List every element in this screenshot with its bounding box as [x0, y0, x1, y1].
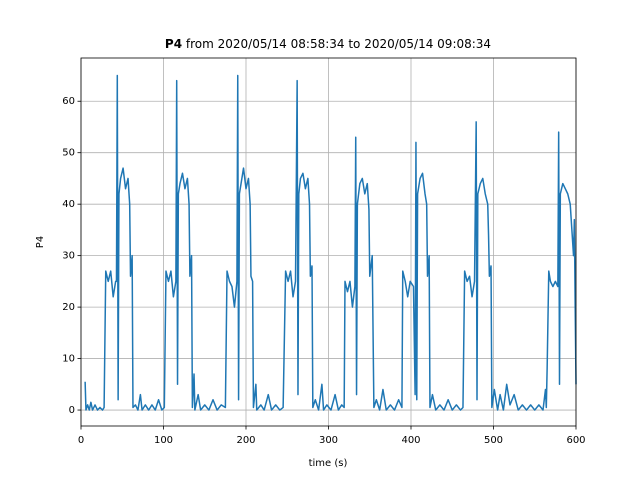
y-tick-label: 60 [62, 96, 75, 107]
y-axis-label: P4 [35, 236, 46, 248]
y-tick-label: 10 [62, 354, 75, 365]
title-text: from 2020/05/14 08:58:34 to 2020/05/14 0… [186, 37, 491, 51]
x-tick-label: 500 [484, 435, 503, 446]
x-tick-label: 300 [319, 435, 338, 446]
y-tick-label: 0 [69, 405, 75, 416]
x-axis-label: time (s) [309, 458, 348, 469]
y-tick-label: 20 [62, 302, 75, 313]
x-tick-label: 600 [566, 435, 585, 446]
title-bold: P4 [165, 37, 182, 51]
data-line [84, 74, 577, 411]
y-tick-label: 30 [62, 251, 75, 262]
chart-title: P4 from 2020/05/14 08:58:34 to 2020/05/1… [165, 37, 491, 51]
y-tick-label: 50 [62, 148, 75, 159]
y-tick-label: 40 [62, 199, 75, 210]
x-tick-label: 200 [236, 435, 255, 446]
x-tick-label: 0 [78, 435, 84, 446]
x-tick-label: 400 [401, 435, 420, 446]
plot-frame [80, 57, 577, 427]
x-tick-label: 100 [154, 435, 173, 446]
